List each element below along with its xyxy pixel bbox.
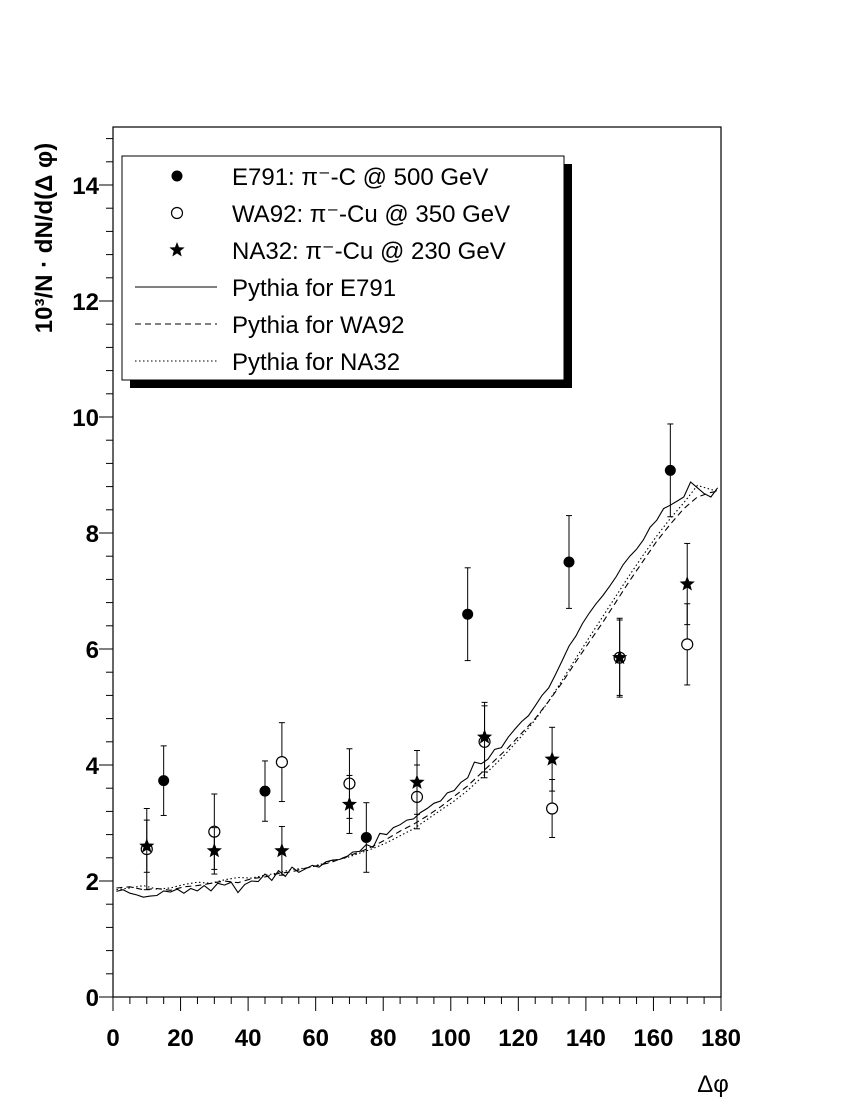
model-curves xyxy=(116,481,719,898)
legend-box xyxy=(121,155,565,381)
star-marker xyxy=(612,649,628,665)
legend-label: E791: π⁻-C @ 500 GeV xyxy=(232,164,488,191)
star-marker xyxy=(409,774,425,789)
filled-circle-marker xyxy=(360,832,372,843)
pythia-dashed-curve xyxy=(116,490,718,891)
legend-label: NA32: π⁻-Cu @ 230 GeV xyxy=(232,238,506,265)
open-circle-marker xyxy=(275,755,288,769)
x-tick-label: 60 xyxy=(302,1025,329,1052)
y-tick-label: 4 xyxy=(86,753,100,780)
y-tick-label: 2 xyxy=(86,869,99,896)
x-tick-label: 0 xyxy=(106,1025,119,1052)
data-points xyxy=(139,423,695,891)
y-tick-label: 6 xyxy=(86,637,99,664)
legend-label: Pythia for WA92 xyxy=(232,312,405,339)
legend-label: Pythia for E791 xyxy=(232,275,396,302)
legend-label: WA92: π⁻-Cu @ 350 GeV xyxy=(232,201,510,228)
open-circle-marker xyxy=(546,802,559,815)
x-tick-label: 180 xyxy=(701,1025,741,1052)
star-marker xyxy=(341,796,358,811)
legend: E791: π⁻-C @ 500 GeV WA92: π⁻-Cu @ 350 Ge… xyxy=(121,155,572,388)
legend-label: Pythia for NA32 xyxy=(232,349,400,376)
filled-circle-marker xyxy=(664,464,676,476)
y-tick-label: 0 xyxy=(86,985,99,1012)
star-marker xyxy=(206,842,222,858)
star-marker xyxy=(476,729,493,744)
filled-circle-marker xyxy=(462,608,474,620)
y-tick-label: 14 xyxy=(72,173,99,200)
x-axis-title: Δφ xyxy=(697,1071,729,1098)
star-marker xyxy=(139,838,155,853)
open-circle-marker xyxy=(681,638,694,651)
x-tick-label: 160 xyxy=(633,1025,673,1052)
y-axis-title: 10³/N · dN/d(Δ φ) xyxy=(31,143,58,333)
x-tick-label: 120 xyxy=(498,1025,538,1052)
x-tick-label: 140 xyxy=(566,1025,606,1052)
star-marker xyxy=(679,576,695,591)
x-tick-label: 80 xyxy=(370,1025,397,1052)
y-tick-label: 8 xyxy=(86,521,99,548)
pythia-dotted-curve xyxy=(116,484,718,891)
open-circle-marker xyxy=(170,206,184,220)
x-tick-label: 20 xyxy=(167,1025,194,1052)
x-tick-label: 40 xyxy=(235,1025,262,1052)
filled-circle-marker xyxy=(158,775,170,787)
star-marker xyxy=(544,751,560,766)
x-tick-label: 100 xyxy=(431,1025,471,1052)
pythia-solid-curve xyxy=(116,481,719,898)
star-marker xyxy=(274,842,290,858)
axes: 0 20 40 60 80 100 120 140 160 180 0 2 4 6 8 10 12 14 xyxy=(72,126,741,1052)
y-tick-label: 12 xyxy=(72,289,99,316)
star-marker xyxy=(169,242,185,257)
filled-circle-marker xyxy=(259,785,271,797)
filled-circle-marker xyxy=(171,170,183,182)
y-tick-label: 10 xyxy=(72,405,99,432)
filled-circle-marker xyxy=(563,556,575,568)
